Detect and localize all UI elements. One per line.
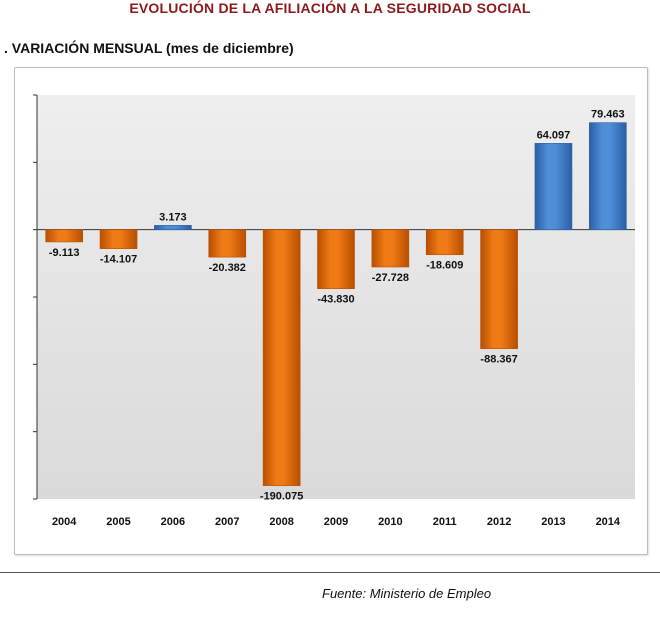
x-tick-label-2014: 2014	[596, 516, 621, 528]
page-title: EVOLUCIÓN DE LA AFILIACIÓN A LA SEGURIDA…	[129, 0, 531, 16]
data-label-2006: 3.173	[159, 211, 187, 223]
bar-2006	[154, 225, 192, 230]
x-tick-label-2006: 2006	[161, 516, 185, 528]
x-tick-label-2005: 2005	[106, 516, 130, 528]
data-label-2014: 79.463	[591, 109, 625, 121]
bar-chart: -9.113 2004 -14.107 2005 3.173 2006 -20.382 200…	[33, 94, 635, 528]
bar-2013	[534, 143, 573, 230]
bar-2004	[45, 229, 83, 243]
data-label-2008: -190.075	[260, 491, 303, 503]
bar-2011	[425, 229, 464, 256]
bar-2007	[208, 229, 247, 258]
chart-subtitle: . VARIACIÓN MENSUAL (mes de diciembre)	[4, 40, 294, 56]
bar-2009	[317, 229, 355, 289]
data-label-2004: -9.113	[49, 247, 80, 259]
data-label-2012: -88.367	[480, 354, 517, 366]
data-label-2011: -18.609	[426, 260, 463, 272]
x-tick-label-2009: 2009	[324, 516, 348, 528]
chart-frame: -9.113 2004 -14.107 2005 3.173 2006 -20.382 200…	[14, 67, 648, 555]
bar-2005	[99, 229, 138, 249]
data-label-2007: -20.382	[209, 262, 246, 274]
x-tick-label-2012: 2012	[487, 516, 511, 528]
bottom-divider	[0, 572, 660, 573]
bar-2012	[480, 229, 518, 349]
data-label-2013: 64.097	[537, 129, 571, 141]
data-label-2010: -27.728	[372, 272, 409, 284]
x-tick-label-2013: 2013	[541, 516, 565, 528]
bar-2008	[262, 229, 301, 486]
bar-2010	[371, 229, 410, 268]
data-label-2005: -14.107	[100, 254, 137, 266]
bar-2014	[589, 122, 627, 230]
x-tick-label-2011: 2011	[433, 516, 457, 528]
x-tick-label-2008: 2008	[269, 516, 293, 528]
data-label-2009: -43.830	[317, 294, 354, 306]
x-tick-label-2007: 2007	[215, 516, 239, 528]
source-note: Fuente: Ministerio de Empleo	[322, 586, 492, 601]
x-tick-label-2004: 2004	[52, 516, 77, 528]
x-tick-label-2010: 2010	[378, 516, 402, 528]
